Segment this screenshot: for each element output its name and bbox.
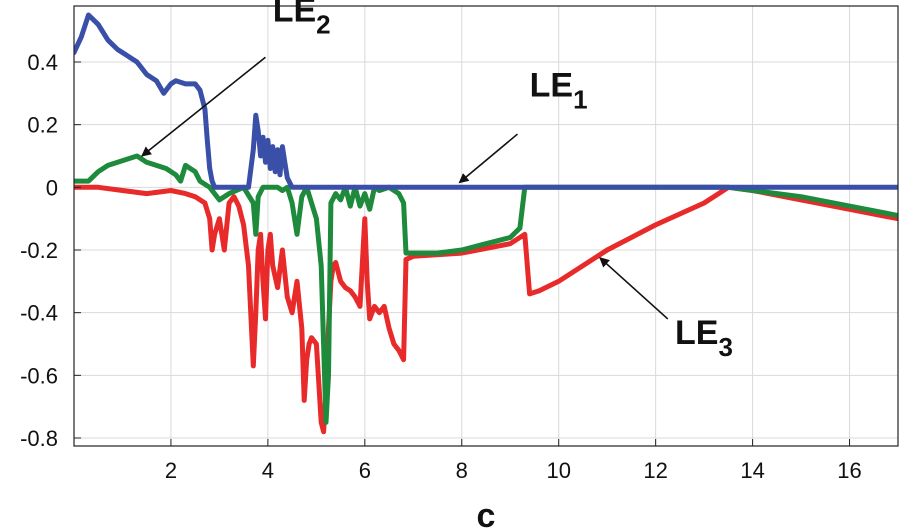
annotations: LE1 LE2 LE3 [141, 0, 733, 362]
x-axis-label: c [477, 497, 496, 530]
x-tick-label: 12 [643, 458, 667, 483]
x-tick-label: 16 [837, 458, 861, 483]
x-tick-label: 6 [359, 458, 371, 483]
y-tick-label: 0.2 [27, 113, 58, 138]
tick-labels: 2 4 6 8 10 12 14 16 0.4 0.2 0 -0.2 -0.4 -0.6 -0.8 [20, 50, 862, 483]
annotation-label: LE3 [675, 314, 733, 362]
x-tick-label: 4 [262, 458, 274, 483]
series-line-le3 [74, 184, 898, 435]
series-line-le2 [74, 153, 898, 425]
x-tick-label: 10 [546, 458, 570, 483]
grid [74, 6, 898, 446]
y-tick-label: -0.8 [20, 426, 58, 451]
annotation-label: LE2 [273, 0, 331, 39]
y-tick-label: 0 [46, 175, 58, 200]
annotation-label: LE1 [530, 66, 588, 114]
y-tick-label: -0.4 [20, 301, 58, 326]
x-tick-label: 8 [456, 458, 468, 483]
y-tick-label: 0.4 [27, 50, 58, 75]
annotation-arrow [458, 133, 519, 184]
y-tick-label: -0.2 [20, 238, 58, 263]
y-tick-label: -0.6 [20, 363, 58, 388]
x-tick-label: 2 [165, 458, 177, 483]
series-line-le1 [74, 12, 898, 190]
x-tick-label: 14 [740, 458, 764, 483]
annotation-arrow [599, 257, 669, 320]
annotation-arrow [141, 56, 266, 157]
plot-frame [73, 5, 899, 447]
series-group [74, 12, 898, 435]
